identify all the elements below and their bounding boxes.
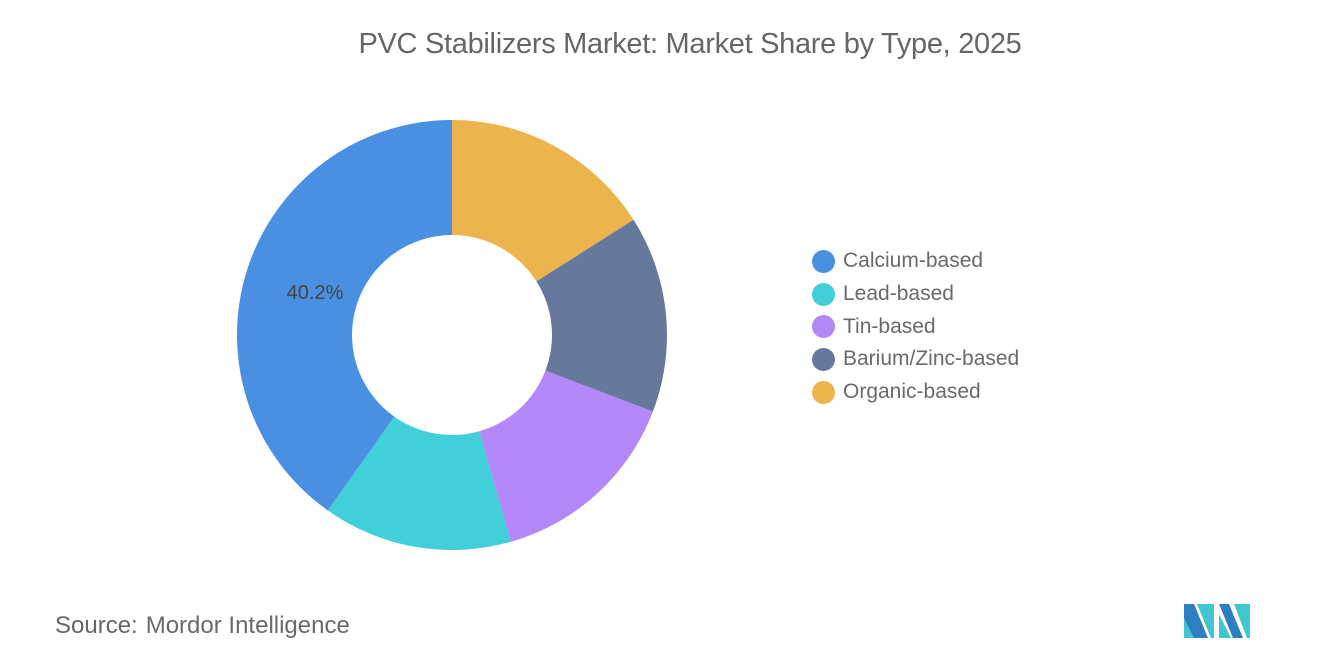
calcium-value-label: 40.2% [287,282,344,304]
legend-swatch-icon [812,282,835,306]
mordor-intelligence-logo-icon [1184,604,1250,638]
slice-tin-based[interactable] [479,370,653,542]
legend-item-lead[interactable]: Lead-based [812,278,1019,311]
legend-swatch-icon [812,380,835,404]
donut-slices [236,120,667,550]
slice-organic-based[interactable] [452,120,634,282]
legend-item-organic[interactable]: Organic-based [812,376,1019,409]
source-note: Source: Mordor Intelligence [55,612,350,640]
chart-title: PVC Stabilizers Market: Market Share by … [358,28,1022,60]
legend-item-barium-zinc[interactable]: Barium/Zinc-based [812,343,1019,376]
legend-item-calcium[interactable]: Calcium-based [812,245,1019,278]
slice-barium-zinc-based[interactable] [536,219,667,412]
legend-item-tin[interactable]: Tin-based [812,310,1019,343]
chart-legend: Calcium-based Lead-based Tin-based Bariu… [812,245,1019,408]
source-value: Mordor Intelligence [145,612,350,639]
legend-label: Lead-based [843,282,954,306]
legend-swatch-icon [812,249,835,273]
source-key: Source: [55,612,138,639]
legend-swatch-icon [812,347,835,371]
legend-label: Barium/Zinc-based [843,347,1020,371]
legend-label: Tin-based [843,314,936,338]
slice-lead-based[interactable] [327,416,511,550]
legend-label: Calcium-based [843,249,984,273]
slice-calcium-based[interactable] [236,120,452,511]
legend-label: Organic-based [843,380,981,404]
legend-swatch-icon [812,315,835,339]
